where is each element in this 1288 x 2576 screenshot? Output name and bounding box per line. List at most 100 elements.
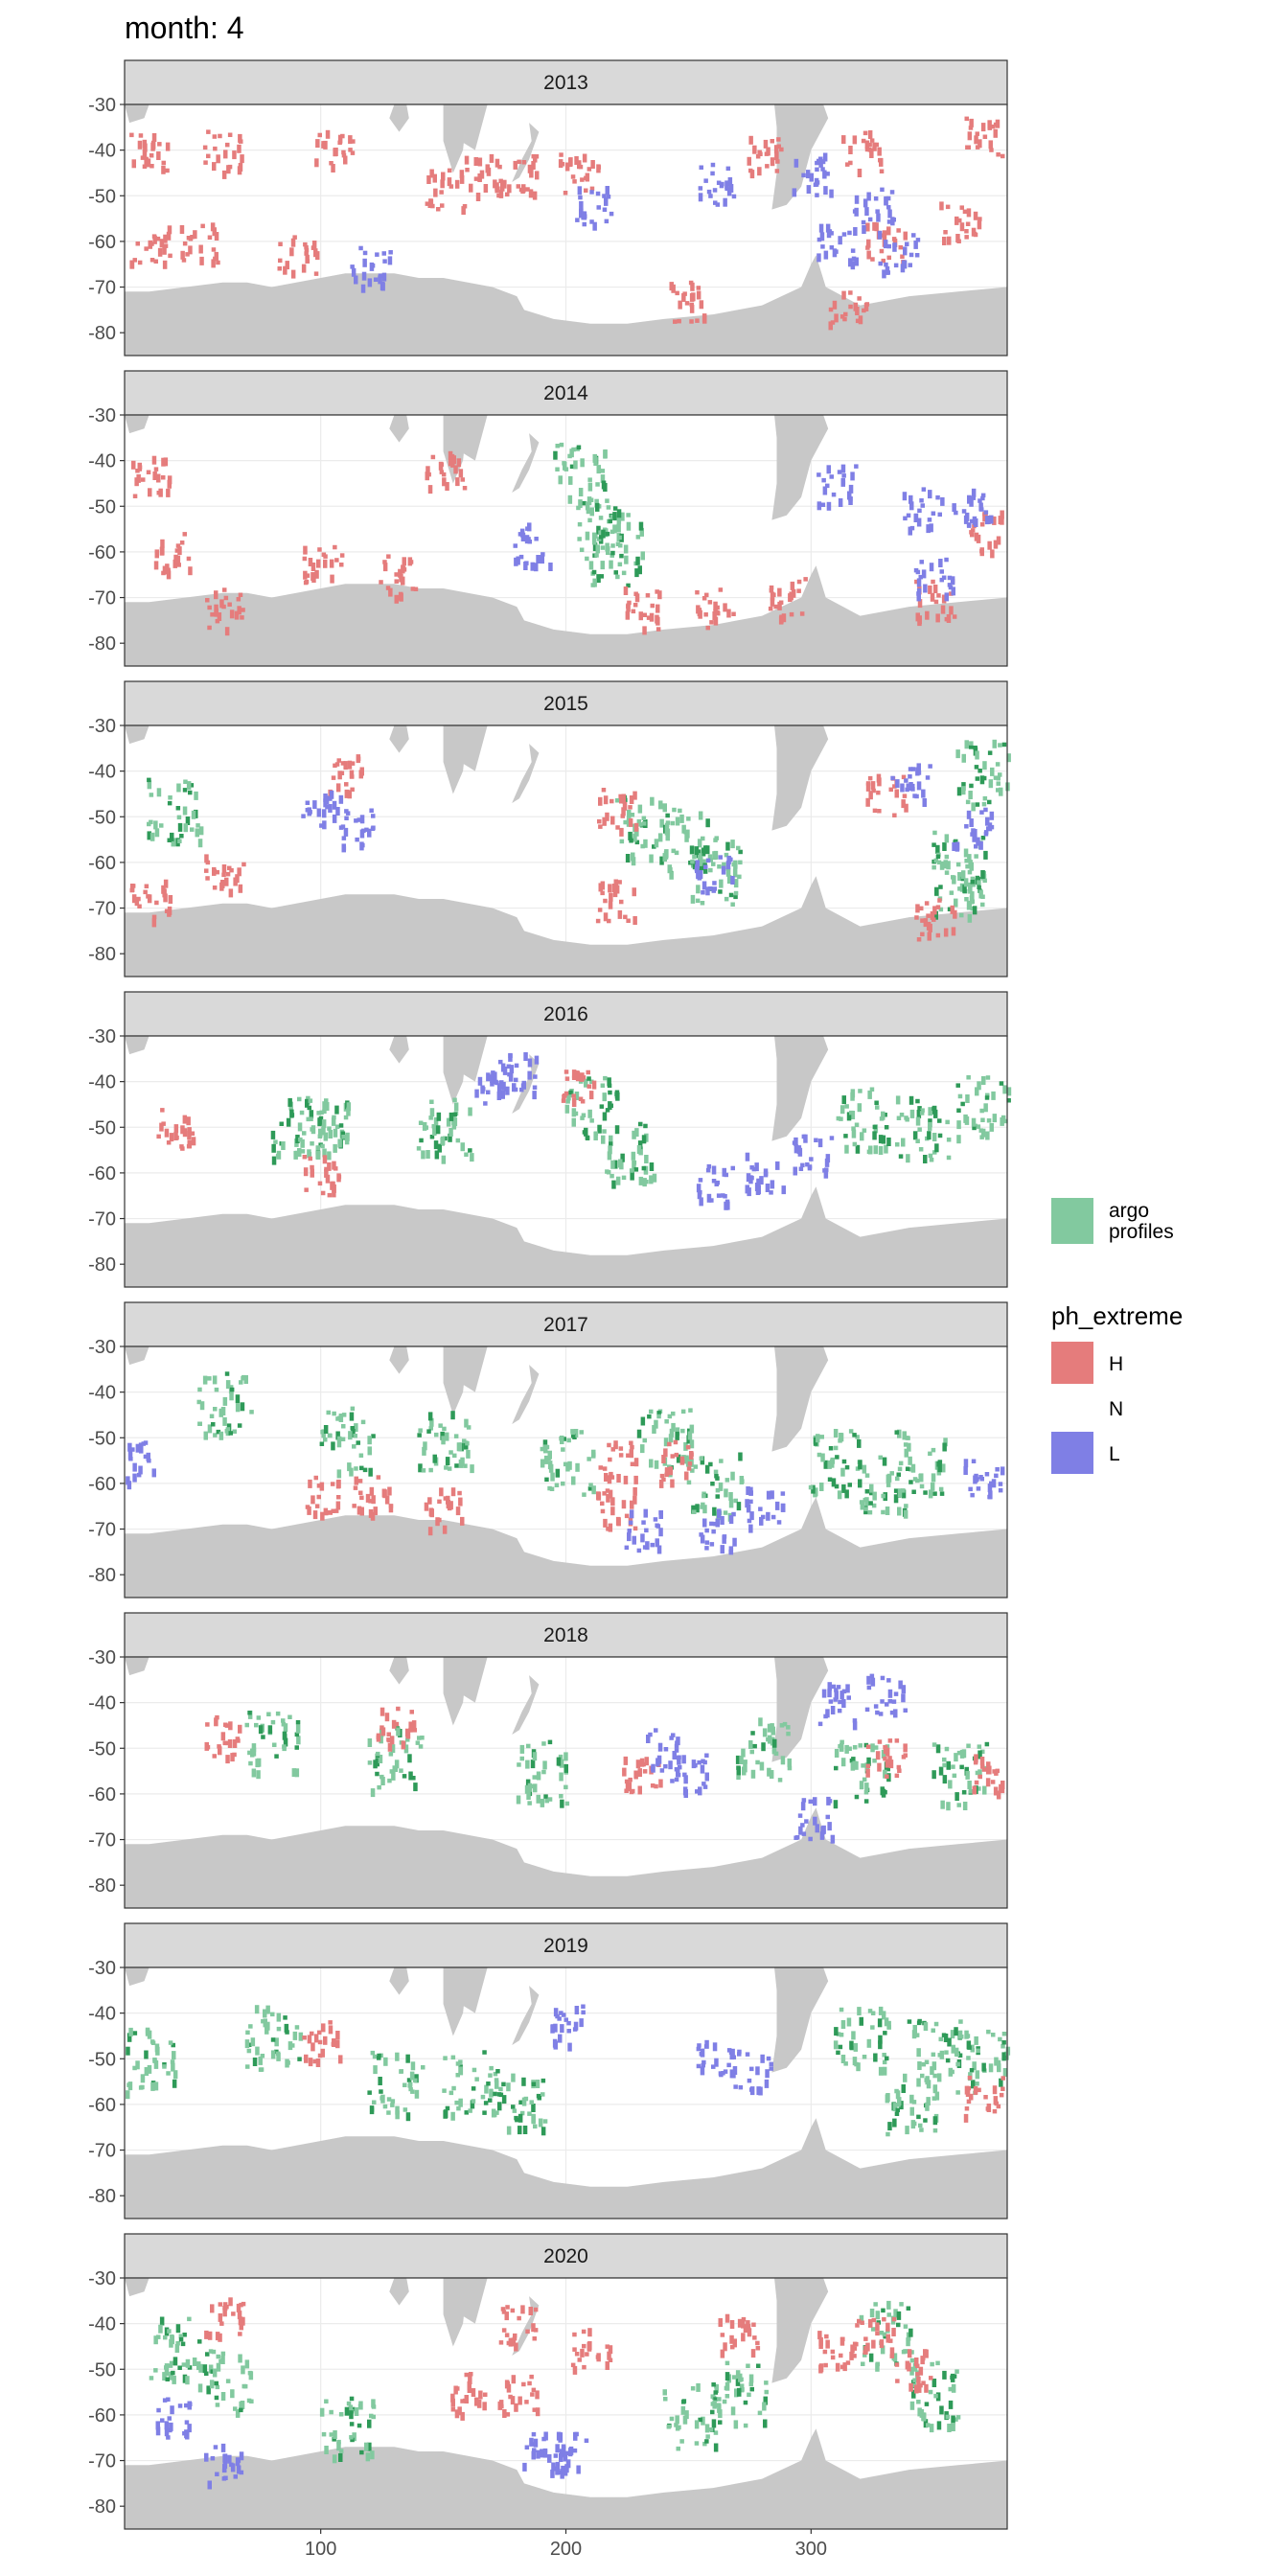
ph-extreme-H-cell xyxy=(896,228,901,233)
ph-extreme-H-cell xyxy=(716,610,721,616)
argo-profile-cell xyxy=(349,1412,355,1421)
ph-extreme-H-cell xyxy=(348,148,353,152)
ph-extreme-L-cell xyxy=(642,1545,648,1550)
ph-extreme-L-cell xyxy=(954,510,958,516)
ph-extreme-H-cell xyxy=(671,284,676,293)
ph-extreme-H-cell xyxy=(988,140,993,150)
ph-extreme-L-cell xyxy=(927,518,932,522)
argo-profile-cell xyxy=(442,1426,447,1432)
argo-profile-cell xyxy=(928,1153,933,1159)
ph-extreme-H-cell xyxy=(635,1760,641,1769)
ph-extreme-L-cell xyxy=(579,200,584,210)
argo-profile-cell xyxy=(172,2051,176,2060)
argo-profile-cell xyxy=(947,2424,952,2432)
ph-extreme-L-cell xyxy=(747,1518,752,1524)
argo-profile-cell xyxy=(202,2364,208,2374)
argo-profile-cell xyxy=(352,2432,356,2442)
ph-extreme-H-cell xyxy=(613,879,618,888)
argo-profile-cell xyxy=(700,901,705,906)
ph-extreme-H-cell xyxy=(992,516,997,525)
ph-extreme-L-cell xyxy=(210,2456,216,2461)
ph-extreme-H-cell xyxy=(335,2039,340,2049)
ph-extreme-H-cell xyxy=(290,238,296,247)
argo-profile-cell xyxy=(641,816,647,820)
ph-extreme-H-cell xyxy=(320,2048,325,2058)
argo-profile-cell xyxy=(733,890,739,896)
argo-profile-cell xyxy=(169,2374,173,2380)
ph-extreme-H-cell xyxy=(149,153,154,158)
argo-profile-cell xyxy=(450,2055,456,2060)
ph-extreme-H-cell xyxy=(497,164,502,170)
argo-profile-cell xyxy=(493,2091,497,2097)
argo-profile-cell xyxy=(755,1760,760,1765)
ph-extreme-H-cell xyxy=(211,247,217,252)
argo-profile-cell xyxy=(592,542,598,552)
ph-extreme-H-cell xyxy=(166,567,171,572)
ph-extreme-H-cell xyxy=(775,159,780,164)
ph-extreme-H-cell xyxy=(968,126,974,130)
ph-extreme-H-cell xyxy=(164,908,170,913)
ph-extreme-L-cell xyxy=(705,858,711,863)
australia-land xyxy=(443,1657,469,1726)
ph-extreme-H-cell xyxy=(571,1070,577,1079)
ph-extreme-L-cell xyxy=(819,232,825,242)
argo-profile-cell xyxy=(986,1118,992,1123)
ph-extreme-H-cell xyxy=(237,867,242,877)
argo-profile-cell xyxy=(316,1111,321,1116)
ph-extreme-H-cell xyxy=(339,563,344,567)
argo-profile-cell xyxy=(942,1762,947,1768)
ph-extreme-H-cell xyxy=(799,611,805,616)
argo-profile-cell xyxy=(943,860,948,869)
ph-extreme-H-cell xyxy=(173,1124,179,1134)
argo-profile-cell xyxy=(294,1745,299,1750)
ph-extreme-H-cell xyxy=(896,1764,902,1770)
ph-extreme-H-cell xyxy=(398,568,402,578)
argo-profile-cell xyxy=(659,818,664,828)
ph-extreme-H-cell xyxy=(777,601,782,610)
ph-extreme-L-cell xyxy=(884,196,888,205)
ph-extreme-L-cell xyxy=(830,1834,836,1844)
ph-extreme-L-cell xyxy=(886,219,892,224)
ph-extreme-L-cell xyxy=(988,1490,993,1500)
argo-profile-cell xyxy=(377,1784,381,1790)
ph-extreme-H-cell xyxy=(600,890,605,896)
argo-profile-cell xyxy=(1000,1116,1004,1126)
argo-profile-cell xyxy=(615,541,621,546)
argo-profile-cell xyxy=(567,494,573,504)
argo-profile-cell xyxy=(153,2335,158,2345)
ph-extreme-H-cell xyxy=(151,455,157,465)
ph-extreme-H-cell xyxy=(986,1770,991,1775)
argo-profile-cell xyxy=(216,2362,221,2372)
ph-extreme-L-cell xyxy=(915,569,921,575)
argo-profile-cell xyxy=(319,1441,325,1446)
argo-profile-cell xyxy=(915,1116,921,1126)
ph-extreme-H-cell xyxy=(237,2311,242,2320)
ph-extreme-H-cell xyxy=(324,1166,329,1172)
argo-profile-cell xyxy=(939,2405,944,2415)
argo-profile-cell xyxy=(951,2423,955,2431)
argo-profile-cell xyxy=(248,1760,253,1766)
ph-extreme-H-cell xyxy=(632,1526,638,1531)
argo-profile-cell xyxy=(631,1151,636,1161)
ph-extreme-L-cell xyxy=(925,775,931,780)
argo-profile-cell xyxy=(332,1115,336,1120)
argo-profile-cell xyxy=(897,1466,903,1472)
y-tick-label: -60 xyxy=(88,1474,116,1495)
argo-profile-cell xyxy=(895,1476,900,1482)
ph-extreme-H-cell xyxy=(633,1770,638,1780)
australia-land xyxy=(443,1967,469,2036)
argo-profile-cell xyxy=(391,1771,396,1781)
ph-extreme-H-cell xyxy=(302,2036,307,2040)
argo-profile-cell xyxy=(872,1124,878,1130)
y-tick-label: -40 xyxy=(88,2004,116,2025)
argo-profile-cell xyxy=(736,1775,741,1781)
argo-profile-cell xyxy=(895,1095,901,1105)
argo-profile-cell xyxy=(922,2412,927,2422)
ph-extreme-L-cell xyxy=(976,1486,981,1491)
argo-profile-cell xyxy=(587,477,592,482)
ph-extreme-H-cell xyxy=(211,259,216,268)
ph-extreme-H-cell xyxy=(877,1739,883,1744)
argo-profile-cell xyxy=(669,2416,675,2422)
ph-extreme-H-cell xyxy=(146,158,151,168)
ph-extreme-L-cell xyxy=(699,165,703,170)
